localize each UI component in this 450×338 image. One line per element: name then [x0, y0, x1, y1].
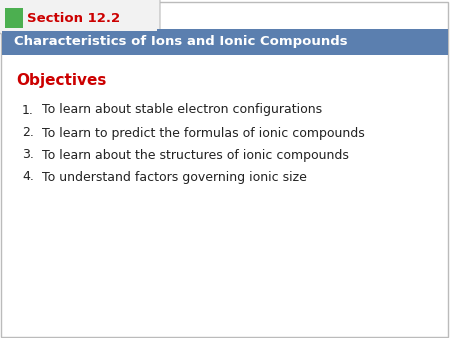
Bar	[2, 23, 157, 31]
Text: 2.: 2.	[22, 126, 34, 140]
Text: 1.: 1.	[22, 103, 34, 117]
Text: To learn to predict the formulas of ionic compounds: To learn to predict the formulas of ioni…	[42, 126, 365, 140]
FancyBboxPatch shape	[0, 0, 160, 34]
Text: To understand factors governing ionic size: To understand factors governing ionic si…	[42, 170, 307, 184]
Bar	[2, 29, 448, 55]
Text: Section 12.2: Section 12.2	[27, 11, 120, 24]
Text: Objectives: Objectives	[16, 72, 106, 88]
Text: 3.: 3.	[22, 148, 34, 162]
Text: To learn about stable electron configurations: To learn about stable electron configura…	[42, 103, 322, 117]
Text: To learn about the structures of ionic compounds: To learn about the structures of ionic c…	[42, 148, 349, 162]
Bar	[5, 8, 23, 28]
Text: Characteristics of Ions and Ionic Compounds: Characteristics of Ions and Ionic Compou…	[14, 35, 347, 48]
Text: 4.: 4.	[22, 170, 34, 184]
